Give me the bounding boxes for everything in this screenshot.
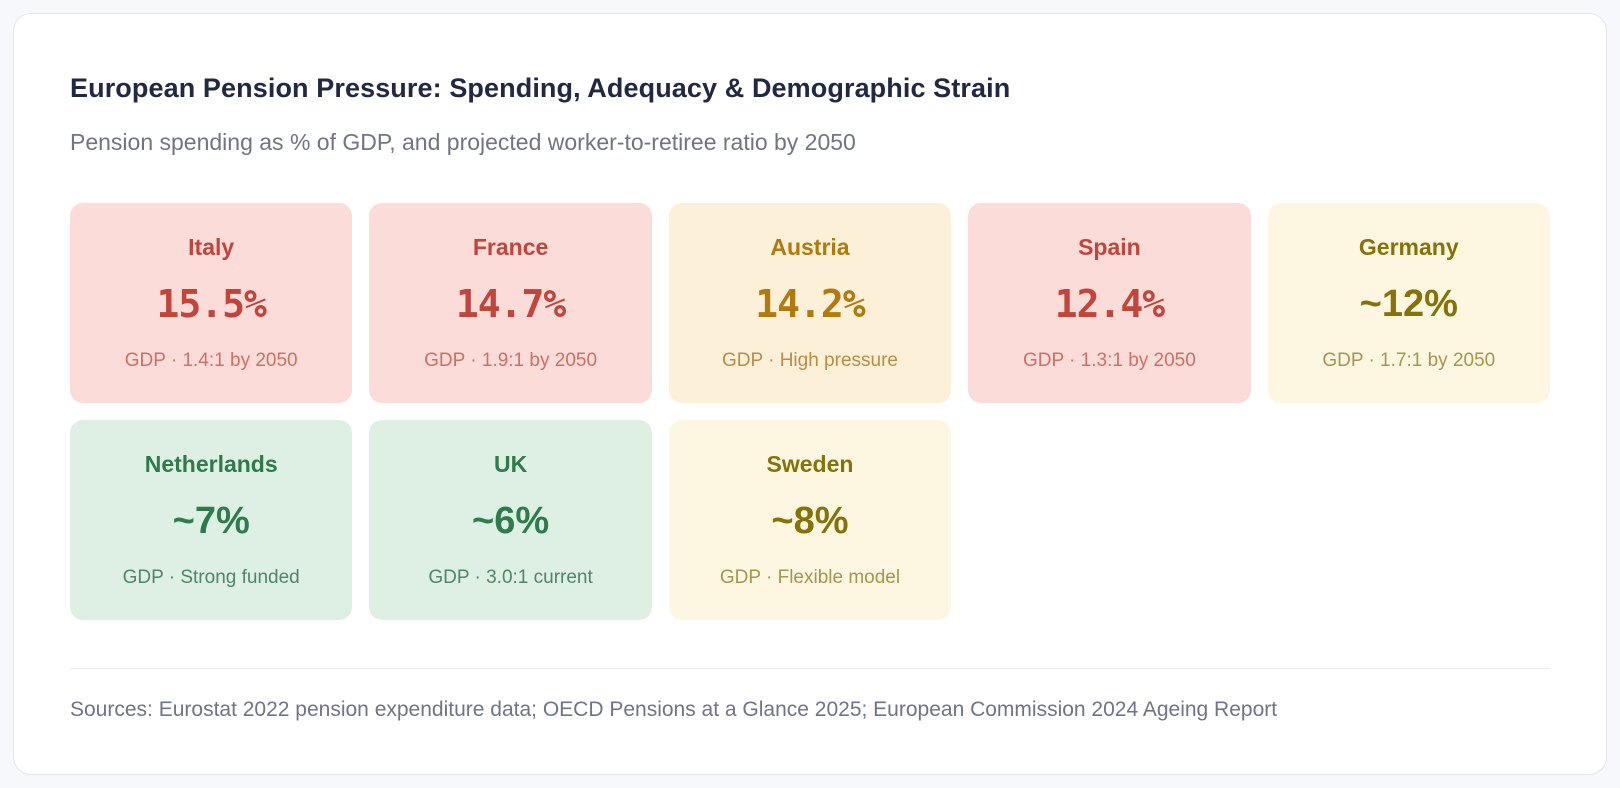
country-name: Netherlands (144, 450, 278, 477)
country-sublabel: GDP · 1.9:1 by 2050 (424, 349, 598, 371)
country-name: Italy (188, 233, 235, 260)
sources-text: Sources: Eurostat 2022 pension expenditu… (70, 698, 1278, 721)
country-sublabel: GDP · 1.3:1 by 2050 (1022, 349, 1196, 371)
country-value: 14.2% (755, 281, 865, 326)
country-sublabel: GDP · 1.4:1 by 2050 (124, 349, 298, 371)
country-sublabel: GDP · Flexible model (719, 566, 901, 588)
country-value: 12.4% (1054, 281, 1165, 326)
country-tile-austria: Austria 14.2% GDP · High pressure (668, 203, 952, 403)
country-value: ~6% (472, 499, 550, 542)
country-sublabel: GDP · 1.7:1 by 2050 (1322, 349, 1496, 371)
page-subtitle: Pension spending as % of GDP, and projec… (70, 129, 856, 155)
country-value: ~7% (172, 499, 250, 542)
country-name: UK (493, 450, 528, 477)
country-sublabel: GDP · Strong funded (122, 566, 300, 588)
country-tile-netherlands: Netherlands ~7% GDP · Strong funded (70, 420, 353, 620)
country-tile-france: France 14.7% GDP · 1.9:1 by 2050 (369, 203, 652, 403)
country-sublabel: GDP · High pressure (721, 349, 898, 371)
country-tile-italy: Italy 15.5% GDP · 1.4:1 by 2050 (70, 203, 353, 403)
country-tile-sweden: Sweden ~8% GDP · Flexible model (668, 420, 952, 620)
country-name: Germany (1358, 233, 1459, 260)
country-value: 15.5% (156, 281, 267, 326)
country-value: ~12% (1359, 282, 1458, 325)
pension-pressure-card: European Pension Pressure: Spending, Ade… (13, 13, 1607, 775)
country-tile-spain: Spain 12.4% GDP · 1.3:1 by 2050 (968, 203, 1251, 403)
country-name: Sweden (766, 450, 854, 477)
country-tile-uk: UK ~6% GDP · 3.0:1 current (369, 420, 652, 620)
page-title: European Pension Pressure: Spending, Ade… (70, 73, 1011, 103)
footer-divider (70, 668, 1550, 669)
country-name: Spain (1078, 233, 1141, 260)
country-value: ~8% (771, 499, 849, 542)
country-value: 14.7% (455, 281, 566, 326)
country-name: Austria (770, 233, 850, 260)
country-tile-grid: Italy 15.5% GDP · 1.4:1 by 2050 France 1… (70, 203, 1550, 620)
country-name: France (472, 233, 549, 260)
country-tile-germany: Germany ~12% GDP · 1.7:1 by 2050 (1267, 203, 1550, 403)
country-sublabel: GDP · 3.0:1 current (428, 566, 593, 588)
